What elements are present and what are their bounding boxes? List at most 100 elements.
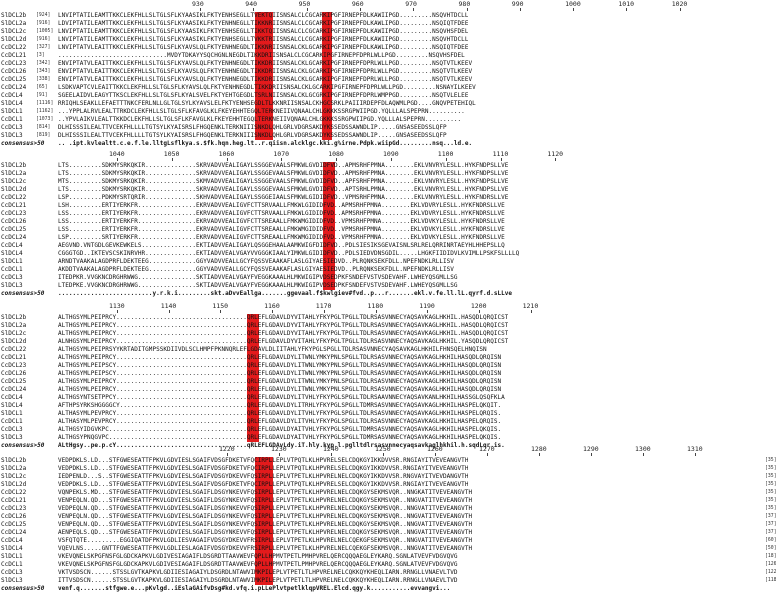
conserved-column-highlight bbox=[322, 52, 332, 60]
conserved-column-highlight bbox=[255, 116, 273, 124]
tick-mark bbox=[478, 310, 480, 313]
start-index: [1116] bbox=[36, 101, 54, 106]
sequence-row: SlDCL3 ALTHGSYPNQGVPC....................… bbox=[0, 434, 776, 442]
tick-label: 1060 bbox=[218, 150, 235, 158]
species-name: SlDCL2c bbox=[1, 178, 27, 185]
sequence-row: CcDCL21 VENPEQLN.QD...STFGWESEATTFPKVLGDV… bbox=[0, 497, 776, 505]
conserved-column-highlight bbox=[322, 36, 332, 44]
sequence: LSS.........ERTIYERKFR................EK… bbox=[58, 210, 505, 217]
sequence-row: CcDCL3 ALTHGSYIDGVKPC....................… bbox=[0, 426, 776, 434]
end-index: [35] bbox=[765, 498, 776, 503]
sequence: ITEDPKR.VVGKNCDRGHRWWG................SK… bbox=[58, 274, 458, 281]
conserved-column-highlight bbox=[255, 132, 273, 140]
species-name: CcDCL3 bbox=[1, 274, 23, 281]
tick-mark bbox=[281, 158, 283, 161]
species-name: CcDCL24 bbox=[1, 234, 27, 241]
end-index: [122] bbox=[765, 570, 776, 575]
sequence-row: CcDCL4 ALTHGSYNTSETPPCY..................… bbox=[0, 394, 776, 402]
conserved-column-highlight bbox=[255, 521, 273, 529]
sequence: LSDKVAPTCVLEAITTKKCLEKFHLLSLTGLSFLKYAVSL… bbox=[58, 84, 476, 91]
conserved-column-highlight bbox=[247, 378, 259, 386]
sequence-row: CcDCL3 VKTVSDSCN......STSSLGVTKAPKVLGDIIE… bbox=[0, 569, 776, 577]
consensus-label: consensus>50 bbox=[1, 290, 45, 297]
sequence-row: CcDCL4 [91] SGEELAIDVLEAGYTTKSCLEKFHLLSLTG… bbox=[0, 92, 776, 100]
sequence: ALTHGSYMLPEIPRCY........................… bbox=[58, 386, 502, 393]
tick-label: 1100 bbox=[437, 150, 454, 158]
species-name: SlDCL2b bbox=[1, 12, 27, 19]
start-index: [819] bbox=[36, 133, 51, 138]
sequence-row: SlDCL4 CGGGTGD..IKTEVSCSKINRVHR..........… bbox=[0, 250, 776, 258]
sequence: LNVIPTATVLEAITTKKCLEKFHLLSLTGLSFLKYAVSLQ… bbox=[58, 44, 469, 51]
tick-mark bbox=[375, 310, 377, 313]
sequence-row: CcDCL25 [338] ENVIPTATVLEAITTKKCLEKFHLLSLT… bbox=[0, 76, 776, 84]
sequence: VQEVLNS.....GNTTFGWESEATTFPKVLGDLIESLAGA… bbox=[58, 545, 473, 552]
species-name: SlDCL1 bbox=[1, 258, 23, 265]
tick-label: 970 bbox=[405, 0, 417, 8]
conserved-column-highlight bbox=[255, 76, 273, 84]
sequence-row: CcDCL24 AENPEQLS.QD...STFGWESEATTFPKVLGDV… bbox=[0, 529, 776, 537]
sequence: LTS.........SDKMYSRKQKIR..............SK… bbox=[58, 186, 509, 193]
sequence: VEDPDKLS.LD...STFGWESEATTFPKVLGDVIESLSGA… bbox=[58, 481, 469, 488]
tick-label: 1120 bbox=[547, 150, 564, 158]
species-name: CcDCL4 bbox=[1, 537, 23, 544]
conserved-column-highlight bbox=[255, 481, 273, 489]
start-index: [814] bbox=[36, 125, 51, 130]
sequence: ALTHGSYIDGVKPC..........................… bbox=[58, 426, 502, 433]
start-index: [327] bbox=[36, 45, 51, 50]
sequence: ALTHASYMLPEVPRCY........................… bbox=[58, 410, 502, 417]
sequence: LNVIPTATILEAMTTKKCLEKFHLLSLTGLSFLKYAASIK… bbox=[58, 12, 469, 19]
species-name: SlDCL3 bbox=[1, 577, 23, 584]
sequence-row: CcDCL24 LSP.........SRTIYERKFR...........… bbox=[0, 234, 776, 242]
sequence-row: SlDCL2b [924] LNVIPTATILEAMTTKKCLEKFHLLSLT… bbox=[0, 12, 776, 20]
sequence: LNVIPTATILEAMTTKKCLEKFHLLSLTGLSFLKYAASIK… bbox=[58, 28, 469, 35]
tick-mark bbox=[427, 310, 429, 313]
sequence-row: CcDCL26 [343] ENVIPTATVLEAITTKKCLEKFHLLSLT… bbox=[0, 68, 776, 76]
conserved-column-highlight bbox=[323, 242, 335, 250]
tick-mark bbox=[279, 453, 280, 456]
consensus-sequence: ..........................y.r.k.i.......… bbox=[58, 290, 513, 297]
sequence: DLHISSSILEALTTVCEKFHLLLLTGTSYLKYAISRSLFH… bbox=[58, 124, 447, 131]
conserved-column-highlight bbox=[255, 553, 273, 561]
sequence: VKEVQNELSKPGFNSFGLGDCKAPKVLGDIVESIAGAIFL… bbox=[58, 561, 458, 568]
species-name: CcDCL26 bbox=[1, 68, 27, 75]
sequence-row: CcDCL21 LSH.........ERTIYERKFR...........… bbox=[0, 202, 776, 210]
start-index: [1073] bbox=[36, 117, 54, 122]
start-index: [3] bbox=[36, 53, 45, 58]
tick-label: 1090 bbox=[383, 150, 399, 158]
sequence-row: SlDCL3 ITTVSDSCN......STSSLGVTKAPKVLGDIIE… bbox=[0, 577, 776, 585]
tick-mark bbox=[323, 310, 325, 313]
species-name: CcDCL24 bbox=[1, 529, 27, 536]
sequence: VENPEQLN.QD...STFGWESEATTFPKVLGDVIESLSGA… bbox=[58, 497, 473, 504]
tick-mark bbox=[383, 453, 384, 456]
sequence-row: SlDCL1 ALTHASYMLPEVPRCY..................… bbox=[0, 410, 776, 418]
conserved-column-highlight bbox=[255, 84, 273, 92]
position-ruler: 1220 1230 1240 1250 1260 1270 1280 1290 1300 1310 bbox=[0, 445, 776, 456]
start-index: [1162] bbox=[36, 109, 54, 114]
species-name: CcDCL22 bbox=[1, 346, 27, 353]
tick-label: 940 bbox=[245, 0, 258, 8]
conserved-column-highlight bbox=[255, 497, 273, 505]
end-index: [35] bbox=[765, 506, 776, 511]
tick-mark bbox=[253, 8, 255, 11]
species-name: CcDCL25 bbox=[1, 226, 27, 233]
tick-label: 1280 bbox=[531, 445, 547, 453]
conserved-column-highlight bbox=[322, 84, 332, 92]
position-ruler: 1040 1050 1060 1070 1080 1090 1100 1110 1120 bbox=[0, 150, 776, 161]
sequence-row: CcDCL26 VENPEQLN.QD...STFGWESEATTFPKVLGDV… bbox=[0, 513, 776, 521]
conserved-column-highlight bbox=[255, 100, 273, 108]
tick-mark bbox=[435, 453, 436, 456]
conserved-column-highlight bbox=[255, 529, 273, 537]
conserved-column-highlight bbox=[323, 234, 335, 242]
sequence: LSS.........ERTIYERKFR................EK… bbox=[58, 218, 505, 225]
sequence: AEGVND.VNTGDLGEVKEWKELS...............EK… bbox=[58, 242, 505, 249]
end-index: [37] bbox=[765, 514, 776, 519]
sequence: VEDPEQLN.QD...STFGWESEATTFPKVLGDVIESLSGA… bbox=[58, 505, 473, 512]
tick-mark bbox=[220, 310, 222, 313]
sequence: ALTHGSYMLPEIPSCY........................… bbox=[58, 370, 502, 377]
tick-label: 950 bbox=[298, 0, 311, 8]
tick-label: 1110 bbox=[492, 150, 509, 158]
tick-mark bbox=[487, 453, 488, 456]
tick-label: 960 bbox=[351, 0, 364, 8]
tick-mark bbox=[117, 158, 118, 161]
consensus-sequence: ALtHgsy..pe.p.cY........................… bbox=[58, 442, 505, 449]
